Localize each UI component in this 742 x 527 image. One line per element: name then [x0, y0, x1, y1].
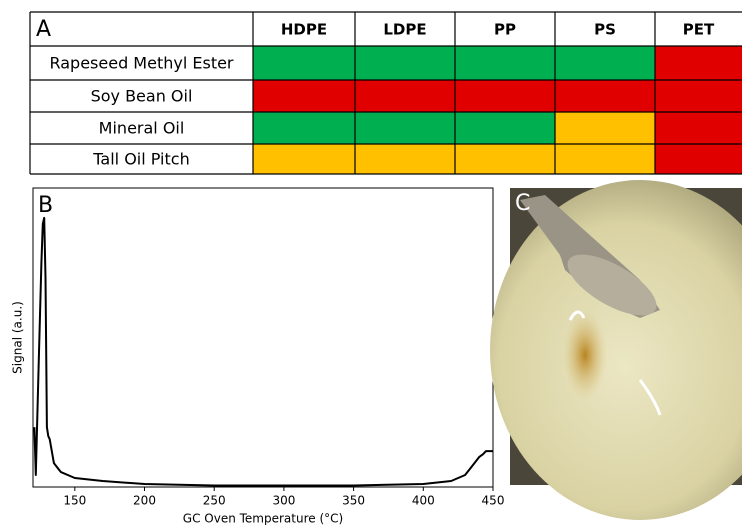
figure: A HDPE LDPE PP PS PET Rapeseed Methyl Ester Soy… [0, 0, 742, 527]
cell [355, 80, 455, 112]
row-label: Tall Oil Pitch [92, 150, 189, 169]
x-tick-label: 350 [342, 494, 365, 508]
x-tick-label: 250 [203, 494, 226, 508]
row-label: Rapeseed Methyl Ester [49, 54, 233, 73]
cell [555, 144, 655, 174]
column-header: PET [683, 21, 715, 39]
panel-label: A [36, 17, 51, 42]
cell [455, 144, 555, 174]
x-tick-label: 450 [482, 494, 505, 508]
photo-stain [563, 310, 607, 400]
x-axis-label: GC Oven Temperature (°C) [183, 512, 343, 526]
x-tick-label: 300 [272, 494, 295, 508]
x-tick-label: 200 [133, 494, 156, 508]
cell [555, 112, 655, 144]
cell [253, 80, 355, 112]
y-axis-label: Signal (a.u.) [11, 301, 25, 374]
cell [253, 112, 355, 144]
cell [355, 46, 455, 80]
compatibility-table: A HDPE LDPE PP PS PET Rapeseed Methyl Ester Soy… [30, 12, 742, 174]
panel-label: B [38, 193, 53, 218]
cell [455, 80, 555, 112]
cell [455, 112, 555, 144]
column-header: HDPE [281, 21, 327, 39]
cell [655, 112, 742, 144]
cell [455, 46, 555, 80]
column-header: PP [494, 21, 516, 39]
row-label: Mineral Oil [99, 119, 185, 138]
cell [253, 46, 355, 80]
cell [655, 144, 742, 174]
cell [555, 80, 655, 112]
photo: C [490, 180, 742, 520]
cell [355, 112, 455, 144]
x-tick-label: 400 [412, 494, 435, 508]
plot-frame [33, 188, 493, 487]
chromatogram: B 150 200 250 300 350 400 450 GC Oven Temperatur… [11, 188, 505, 526]
signal-line [34, 218, 493, 486]
cell [355, 144, 455, 174]
panel-label: C [515, 191, 530, 216]
x-tick-label: 150 [63, 494, 86, 508]
cell [655, 80, 742, 112]
column-header: PS [594, 21, 616, 39]
column-header: LDPE [383, 21, 426, 39]
cell [655, 46, 742, 80]
row-label: Soy Bean Oil [91, 87, 193, 106]
cell [253, 144, 355, 174]
cell [555, 46, 655, 80]
